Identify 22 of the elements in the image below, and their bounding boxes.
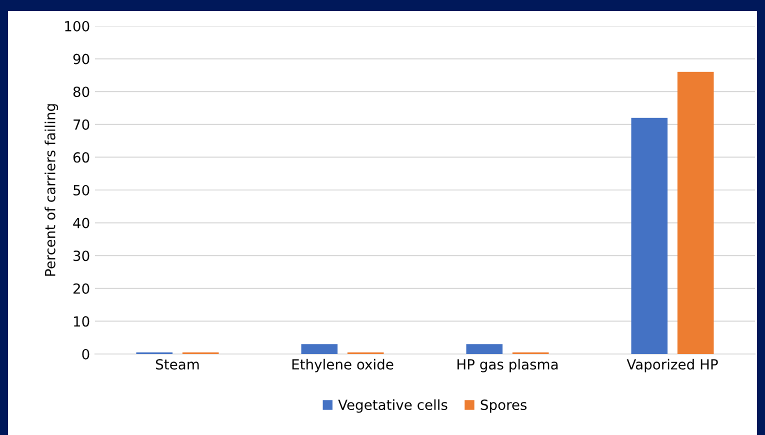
y-tick-label: 40: [73, 218, 90, 228]
x-tick-label: Steam: [156, 359, 199, 370]
y-tick-label: 10: [74, 316, 90, 327]
x-tick-label: Ethylene oxide: [292, 358, 394, 372]
y-axis-title: Percent of carriers failing: [44, 104, 58, 276]
bar: [631, 118, 668, 354]
y-tick-label: 100: [65, 20, 90, 32]
bar: [301, 344, 338, 354]
y-tick-label: 30: [74, 250, 90, 262]
y-tick-label: 50: [74, 184, 90, 196]
x-tick-label: HP gas plasma: [458, 358, 558, 372]
bar: [677, 72, 714, 354]
y-tick-label: 70: [74, 119, 90, 130]
x-tick-label: Vaporized HP: [626, 358, 718, 372]
bar: [466, 344, 503, 354]
y-tick-label: 80: [73, 86, 90, 98]
legend-label: Spores: [480, 400, 527, 413]
y-tick-label: 0: [82, 348, 90, 360]
y-tick-label: 60: [73, 152, 90, 163]
legend-label: Vegetative cells: [338, 399, 448, 413]
y-tick-label: 90: [73, 54, 90, 64]
y-tick-label: 20: [73, 283, 90, 294]
